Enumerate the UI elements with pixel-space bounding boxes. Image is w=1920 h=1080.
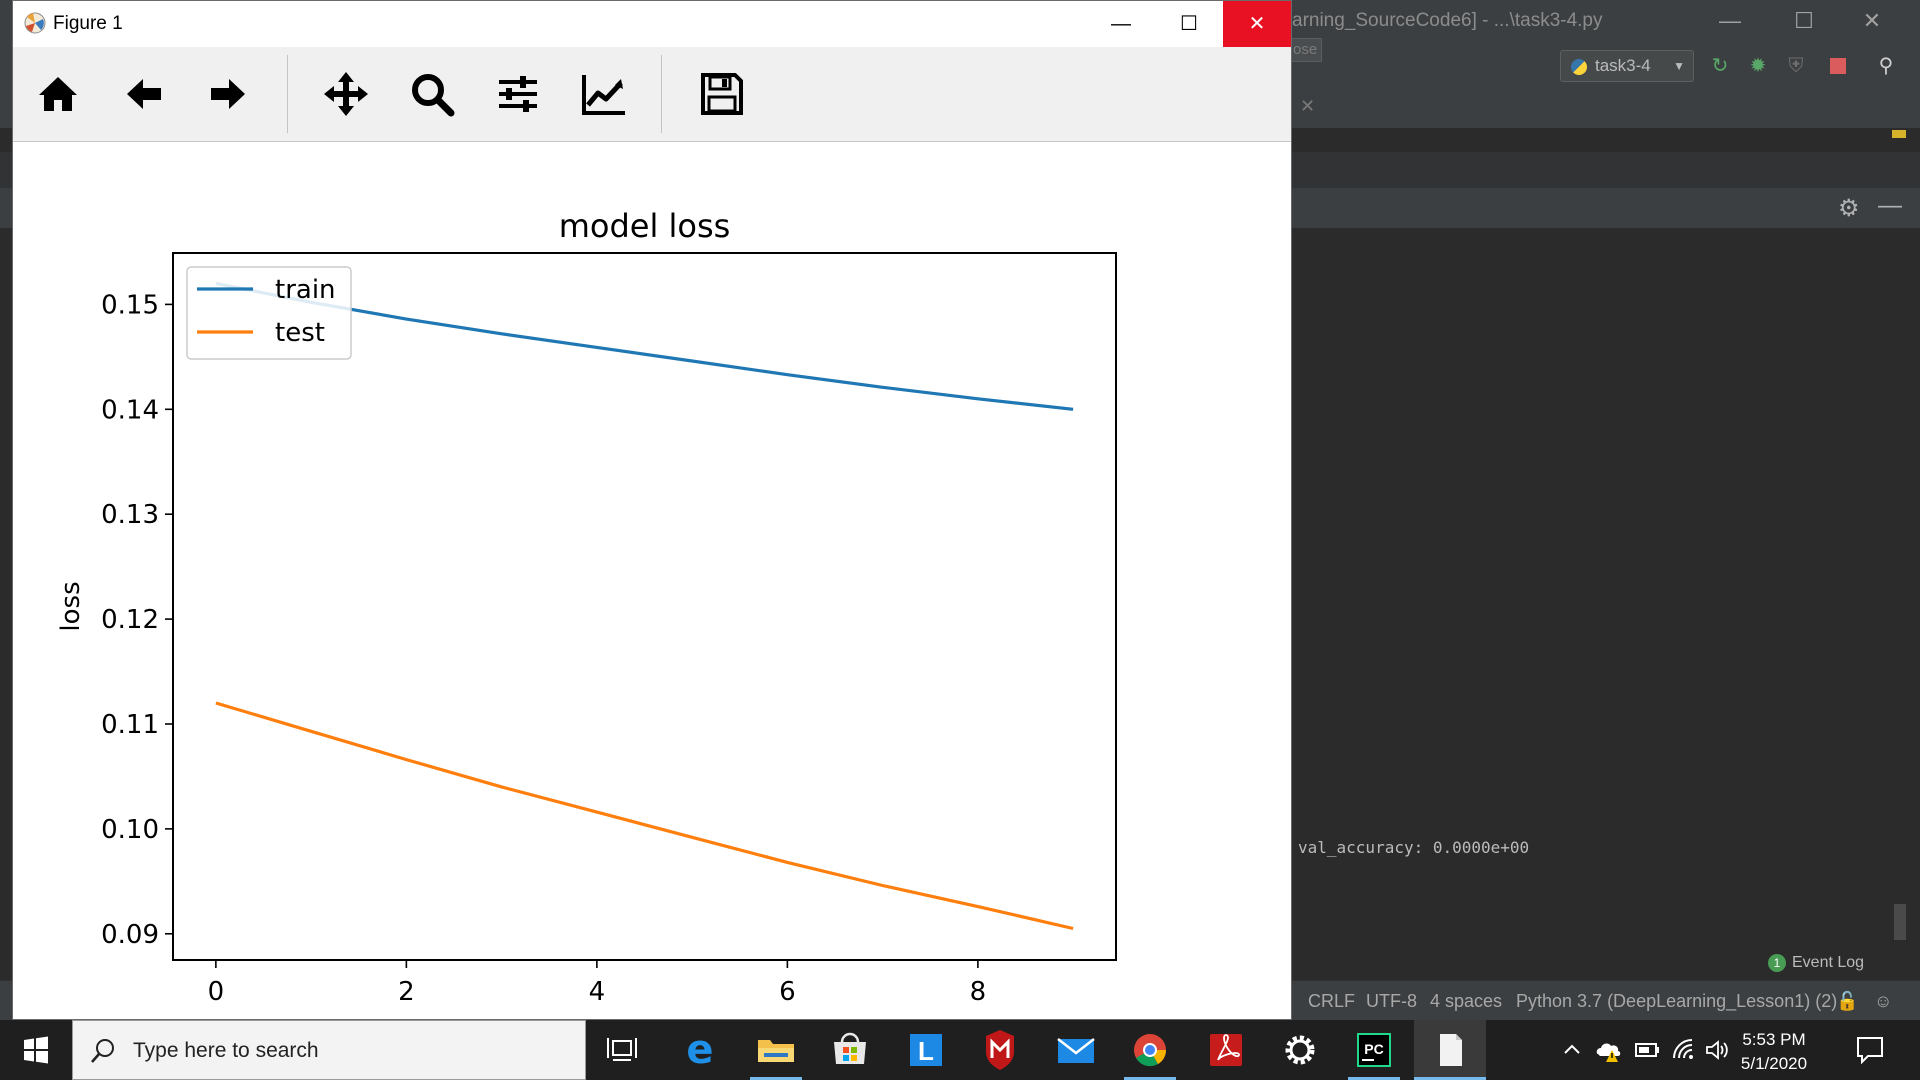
svg-text:PC: PC — [1364, 1041, 1383, 1057]
x-tick-label: 8 — [970, 977, 987, 1007]
taskbar-clock[interactable]: 5:53 PM 5/1/2020 — [1714, 1028, 1834, 1076]
acrobat-icon[interactable] — [1190, 1020, 1262, 1080]
chevron-up-icon[interactable] — [1560, 1038, 1584, 1062]
l-app-icon[interactable]: L — [890, 1020, 962, 1080]
x-tick-label: 0 — [208, 977, 225, 1007]
edge-icon[interactable]: e — [664, 1020, 736, 1080]
start-button[interactable] — [0, 1020, 72, 1080]
y-tick-label: 0.15 — [101, 290, 159, 320]
axes-frame — [172, 252, 1117, 961]
run-configuration-select[interactable]: task3-4 ▼ — [1560, 50, 1694, 82]
x-tick-label: 4 — [589, 977, 606, 1007]
y-tick-label: 0.10 — [101, 815, 159, 845]
customize-icon[interactable] — [579, 69, 629, 119]
search-icon[interactable]: ⚲ — [1878, 55, 1894, 77]
series-line-test — [215, 701, 1074, 931]
y-tick-label: 0.09 — [101, 920, 159, 950]
gear-icon[interactable]: ⚙ — [1838, 195, 1860, 222]
back-icon[interactable] — [119, 69, 169, 119]
y-tick-label: 0.12 — [101, 605, 159, 635]
stop-icon[interactable] — [1826, 54, 1850, 78]
task-view-icon[interactable] — [588, 1020, 660, 1080]
search-icon — [91, 1039, 114, 1063]
clock-date: 5/1/2020 — [1740, 1054, 1808, 1073]
y-tick-label: 0.14 — [101, 395, 159, 425]
figure-titlebar: Figure 1 — ☐ ✕ — [13, 1, 1291, 47]
onedrive-warning-icon[interactable] — [1594, 1036, 1624, 1064]
forward-icon[interactable] — [203, 69, 253, 119]
figure-maximize-button[interactable]: ☐ — [1180, 13, 1198, 35]
home-icon[interactable] — [33, 69, 83, 119]
legend-label-test: test — [275, 318, 325, 348]
interpreter-status[interactable]: Python 3.7 (DeepLearning_Lesson1) (2) — [1516, 991, 1838, 1011]
figure-minimize-button[interactable]: — — [1111, 13, 1131, 35]
matplotlib-icon — [24, 12, 46, 34]
y-tick-label: 0.11 — [101, 710, 159, 740]
chart: model loss loss 0 2 4 6 8 0.09 0.10 0.11 0.12 0.13 0… — [56, 207, 1117, 1007]
chevron-down-icon: ▼ — [1673, 59, 1685, 73]
legend-label-train: train — [275, 275, 336, 305]
figure-close-button[interactable]: ✕ — [1223, 1, 1291, 47]
console-output-line: val_accuracy: 0.0000e+00 — [1298, 838, 1530, 857]
ide-maximize-button[interactable]: ☐ — [1794, 8, 1814, 33]
rerun-icon[interactable]: ↻ — [1711, 55, 1729, 77]
wifi-icon[interactable] — [1670, 1036, 1698, 1062]
matplotlib-toolbar — [13, 47, 1291, 142]
pan-icon[interactable] — [321, 69, 371, 119]
console-scrollbar[interactable] — [1894, 904, 1906, 940]
run-configuration-label: task3-4 — [1595, 56, 1651, 75]
warning-marker[interactable] — [1892, 130, 1906, 138]
series-line-train — [215, 281, 1074, 411]
event-log-badge: 1 — [1768, 954, 1786, 972]
mcafee-icon[interactable] — [964, 1020, 1036, 1080]
microsoft-store-icon[interactable] — [814, 1020, 886, 1080]
mail-icon[interactable] — [1040, 1020, 1112, 1080]
ide-window-title: arning_SourceCode6] - ...\task3-4.py — [1292, 10, 1603, 31]
chrome-icon[interactable] — [1114, 1020, 1186, 1080]
chart-title: model loss — [559, 207, 731, 245]
windows-taskbar: Type here to search e L — [0, 1020, 1920, 1080]
clock-time: 5:53 PM — [1742, 1030, 1806, 1049]
x-tick-label: 6 — [779, 977, 796, 1007]
pycharm-icon[interactable]: PC — [1338, 1020, 1410, 1080]
figure-window: Figure 1 — ☐ ✕ — [12, 0, 1292, 1020]
indent-status[interactable]: 4 spaces — [1430, 991, 1503, 1011]
inspector-icon[interactable]: ☺ — [1874, 991, 1893, 1011]
taskbar-search-box[interactable]: Type here to search — [72, 1020, 586, 1080]
y-axis-label: loss — [56, 581, 86, 631]
svg-text:L: L — [918, 1036, 934, 1066]
battery-icon[interactable] — [1634, 1040, 1662, 1060]
coverage-icon[interactable]: ⛨ — [1788, 55, 1804, 77]
y-tick-label: 0.13 — [101, 500, 159, 530]
event-log-button[interactable]: 1 Event Log — [1768, 954, 1864, 978]
run-console[interactable] — [1290, 228, 1920, 944]
windows-icon — [24, 1036, 48, 1064]
x-tick-label: 2 — [398, 977, 415, 1007]
settings-icon[interactable] — [1264, 1020, 1336, 1080]
file-explorer-icon[interactable] — [740, 1020, 812, 1080]
figure-window-title: Figure 1 — [53, 13, 123, 34]
ide-close-button[interactable]: ✕ — [1862, 8, 1882, 33]
encoding-status[interactable]: UTF-8 — [1366, 991, 1417, 1011]
lock-icon[interactable]: 🔓 — [1836, 991, 1859, 1011]
ide-minimize-button[interactable]: — — [1719, 8, 1741, 33]
python-icon — [1571, 59, 1587, 75]
document-icon[interactable] — [1414, 1020, 1486, 1080]
debug-icon[interactable]: ✹ — [1749, 55, 1767, 77]
zoom-icon[interactable] — [407, 69, 457, 119]
event-log-label: Event Log — [1792, 954, 1865, 972]
toolbar-separator — [661, 55, 662, 133]
action-center-icon[interactable] — [1854, 1034, 1886, 1066]
plot-canvas[interactable]: model loss loss 0 2 4 6 8 0.09 0.10 0.11 0.12 0.13 0… — [13, 142, 1291, 1019]
close-icon[interactable]: ✕ — [1300, 96, 1316, 116]
search-placeholder: Type here to search — [133, 1039, 319, 1062]
save-icon[interactable] — [697, 69, 747, 119]
volume-icon[interactable] — [1704, 1038, 1730, 1062]
toolbar-separator — [287, 55, 288, 133]
svg-text:e: e — [686, 1027, 713, 1073]
minimize-icon[interactable]: — — [1878, 192, 1902, 219]
line-separator-status[interactable]: CRLF — [1308, 991, 1356, 1011]
subplots-icon[interactable] — [493, 69, 543, 119]
